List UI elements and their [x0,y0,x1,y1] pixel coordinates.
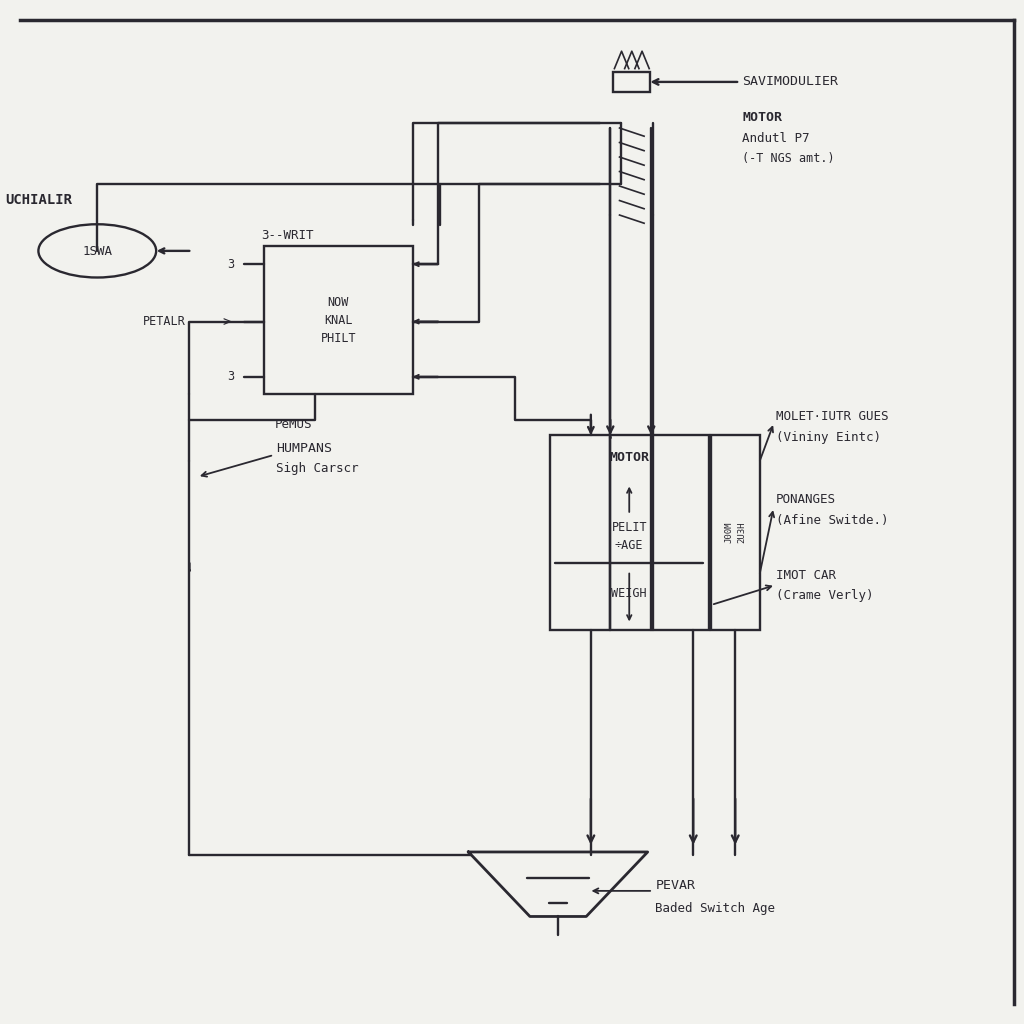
Text: NOW
KNAL
PHILT: NOW KNAL PHILT [321,296,356,344]
Text: SAVIMODULIER: SAVIMODULIER [742,76,839,88]
Bar [264,246,413,394]
Text: MOTOR: MOTOR [609,452,649,464]
Text: ÷AGE: ÷AGE [615,540,643,552]
Text: PEVAR: PEVAR [655,880,695,892]
Text: (-T NGS amt.): (-T NGS amt.) [742,153,835,165]
Text: MOTOR: MOTOR [742,112,782,124]
Text: 3: 3 [227,258,234,270]
Text: J00M
2U3H: J00M 2U3H [725,522,745,543]
Text: UCHIALIR: UCHIALIR [5,193,72,207]
Text: PONANGES: PONANGES [776,494,837,506]
Text: 3--WRIT: 3--WRIT [261,229,313,242]
Bar [550,435,709,630]
Text: PETALR: PETALR [143,315,186,328]
Text: (Afine Switde.): (Afine Switde.) [776,514,889,526]
Text: PELIT: PELIT [611,521,647,534]
Text: 3: 3 [227,371,234,383]
Text: 1SWA: 1SWA [82,246,113,258]
Text: WEIGH: WEIGH [611,588,647,600]
Bar [711,435,760,630]
Text: IMOT CAR: IMOT CAR [776,569,837,582]
Bar [613,72,650,92]
Text: Baded Switch Age: Baded Switch Age [655,902,775,914]
Text: (Vininy Eintc): (Vininy Eintc) [776,431,882,443]
Text: HUMPANS: HUMPANS [276,442,333,455]
Text: (Crame Verly): (Crame Verly) [776,590,873,602]
Text: Sigh Carscr: Sigh Carscr [276,463,359,475]
Text: PeMUS: PeMUS [274,419,312,431]
Text: MOLET·IUTR GUES: MOLET·IUTR GUES [776,411,889,423]
Text: Andutl P7: Andutl P7 [742,132,810,144]
Text: >: > [222,314,230,329]
